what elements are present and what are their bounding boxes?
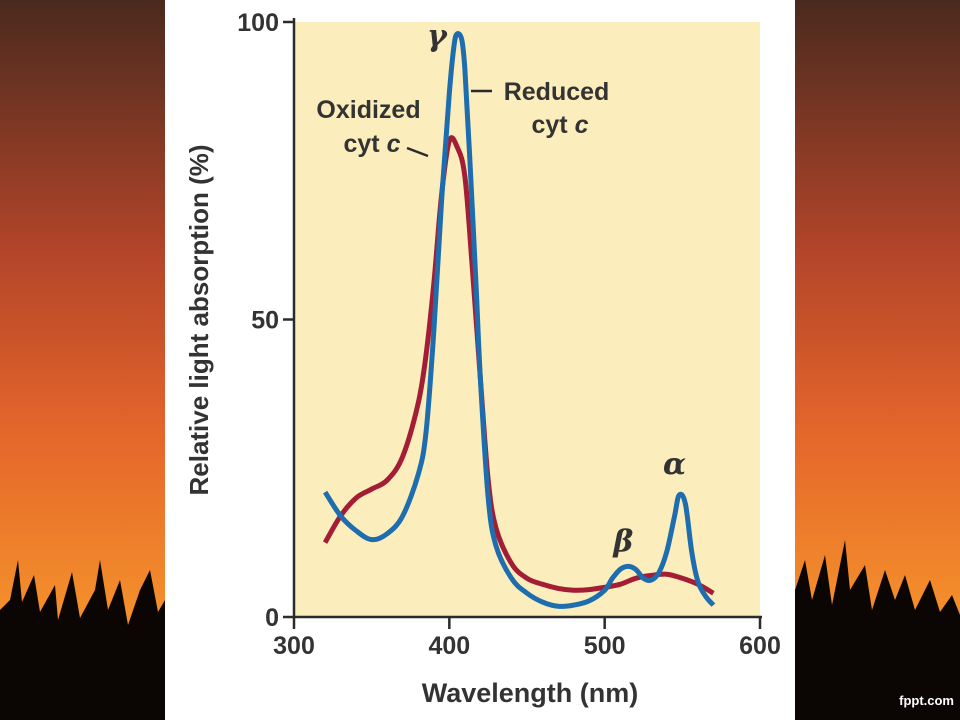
footer-credit: fppt.com: [899, 693, 954, 708]
x-axis-label: Wavelength (nm): [422, 678, 639, 708]
grass-silhouette-right: [795, 540, 960, 720]
x-tick-label: 500: [584, 632, 626, 660]
reduced-series-label: Reduced cyt c: [504, 78, 617, 139]
y-tick-label: 50: [251, 307, 279, 335]
oxidized-callout-leader: [406, 146, 429, 158]
x-tick-label: 600: [739, 632, 781, 660]
alpha-band-label: α: [663, 447, 686, 482]
x-tick-label: 400: [428, 632, 470, 660]
reduced-cyt-c-line: [323, 31, 716, 609]
grass-silhouette-left: [0, 560, 165, 720]
y-tick-label: 100: [237, 9, 279, 37]
plot-area: [294, 22, 760, 617]
oxidized-series-label: Oxidized cyt c: [316, 96, 427, 158]
x-tick-label: 300: [273, 632, 315, 660]
beta-band-label: β: [612, 525, 633, 560]
y-tick-label: 0: [265, 604, 279, 632]
gamma-band-label: γ: [427, 19, 448, 54]
y-axis-label: Relative light absorption (%): [184, 144, 214, 495]
